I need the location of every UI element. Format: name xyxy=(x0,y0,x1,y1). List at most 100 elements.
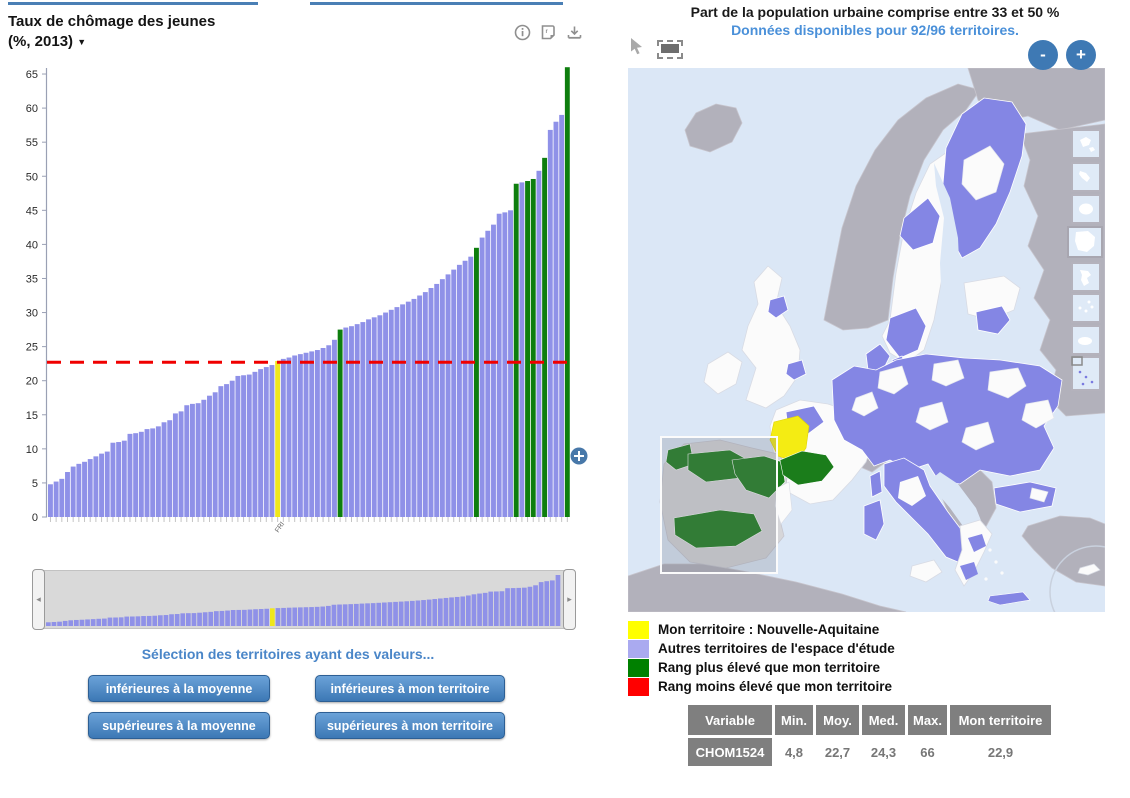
chart-bar[interactable] xyxy=(456,264,462,517)
chart-bar[interactable] xyxy=(417,295,423,517)
chart-bar[interactable] xyxy=(207,395,212,517)
chart-bar[interactable] xyxy=(110,442,116,517)
map-zoom-out-button[interactable]: - xyxy=(1028,40,1058,70)
chart-bar-higher-rank[interactable] xyxy=(474,247,479,517)
chart-bar[interactable] xyxy=(547,129,553,517)
chart-bar[interactable] xyxy=(195,403,201,517)
map-selection-box[interactable] xyxy=(660,436,778,574)
mini-bar[interactable] xyxy=(522,587,527,626)
mini-bar[interactable] xyxy=(404,601,410,626)
mini-bar[interactable] xyxy=(258,609,264,626)
mini-bar[interactable] xyxy=(393,601,398,626)
map-zoom-in-button[interactable]: + xyxy=(1066,40,1096,70)
info-icon[interactable] xyxy=(514,24,531,41)
mini-bar[interactable] xyxy=(197,612,202,626)
mini-bar[interactable] xyxy=(141,616,146,626)
chart-bar[interactable] xyxy=(269,365,275,517)
mini-bar[interactable] xyxy=(348,604,354,626)
mini-bar[interactable] xyxy=(527,586,533,626)
chart-bar[interactable] xyxy=(468,256,474,517)
expand-plus-icon[interactable] xyxy=(570,447,588,465)
button-above-average[interactable]: supérieures à la moyenne xyxy=(88,712,270,739)
mini-bar[interactable] xyxy=(90,619,96,626)
slider-handle-left[interactable]: ◂ xyxy=(32,569,45,630)
chart-bar[interactable] xyxy=(116,442,122,517)
mini-bar[interactable] xyxy=(421,600,426,626)
chart-bar[interactable] xyxy=(246,374,252,517)
chart-bar[interactable] xyxy=(155,426,161,517)
chart-bar[interactable] xyxy=(161,422,167,517)
chart-bar[interactable] xyxy=(292,355,298,517)
mini-bar[interactable] xyxy=(454,596,460,626)
mini-bar[interactable] xyxy=(410,600,415,626)
chart-bar[interactable] xyxy=(394,307,400,517)
mini-bar[interactable] xyxy=(102,618,107,626)
chart-bar[interactable] xyxy=(451,269,457,517)
chart-bar[interactable] xyxy=(411,298,417,517)
mini-bar[interactable] xyxy=(499,591,505,626)
chart-bar[interactable] xyxy=(280,358,286,517)
mini-bar[interactable] xyxy=(398,601,404,626)
chart-bar[interactable] xyxy=(496,213,502,518)
chart-bar-higher-rank[interactable] xyxy=(525,181,531,517)
mini-bar[interactable] xyxy=(438,598,443,626)
chart-bar[interactable] xyxy=(286,357,292,517)
chart-bar[interactable] xyxy=(87,459,93,517)
button-above-my-territory[interactable]: supérieures à mon territoire xyxy=(315,712,505,739)
mini-bar[interactable] xyxy=(415,600,421,627)
mini-bar[interactable] xyxy=(471,594,477,626)
chart-title[interactable]: Taux de chômage des jeunes (%, 2013) ▼ xyxy=(8,12,215,53)
chart-bar[interactable] xyxy=(258,369,264,517)
mini-bar[interactable] xyxy=(286,607,292,626)
mini-bar[interactable] xyxy=(180,613,186,626)
chart-bar[interactable] xyxy=(184,405,190,517)
chart-bar[interactable] xyxy=(190,403,195,517)
mini-bar[interactable] xyxy=(85,619,90,626)
mini-bar[interactable] xyxy=(236,609,242,626)
mini-bar[interactable] xyxy=(107,617,113,626)
chart-bar[interactable] xyxy=(462,260,468,517)
mini-bar[interactable] xyxy=(309,607,314,626)
button-below-my-territory[interactable]: inférieures à mon territoire xyxy=(315,675,505,702)
chart-bar[interactable] xyxy=(252,371,258,517)
data-sheet-icon[interactable]: r xyxy=(540,24,557,41)
chart-bar[interactable] xyxy=(65,472,70,517)
mini-bar[interactable] xyxy=(219,610,225,626)
chart-bar[interactable] xyxy=(138,431,144,517)
chart-bar[interactable] xyxy=(59,478,65,517)
mini-bar[interactable] xyxy=(482,592,488,626)
mini-bar[interactable] xyxy=(303,607,309,626)
mini-bar[interactable] xyxy=(169,614,174,626)
mini-bar[interactable] xyxy=(46,622,51,626)
chart-bar[interactable] xyxy=(354,324,360,517)
chart-bar[interactable] xyxy=(445,274,451,517)
chart-bar-my-territory[interactable] xyxy=(275,360,281,517)
mini-bar[interactable] xyxy=(118,617,124,626)
mini-bar[interactable] xyxy=(74,619,79,626)
mini-bar[interactable] xyxy=(449,597,454,626)
chart-bar[interactable] xyxy=(360,322,366,517)
chart-bar[interactable] xyxy=(400,304,406,517)
chart-bar[interactable] xyxy=(224,384,229,517)
chart-bar[interactable] xyxy=(48,484,53,517)
unemployment-bar-chart[interactable]: 0 5 10 15 20 25 30 35 40 45 50 55 60 65 FRI xyxy=(0,64,600,546)
mini-bar[interactable] xyxy=(342,604,348,626)
mini-bar[interactable] xyxy=(337,604,342,626)
chart-bar[interactable] xyxy=(366,319,371,517)
chart-bar-higher-rank[interactable] xyxy=(530,178,536,517)
mini-bar[interactable] xyxy=(51,621,57,626)
chart-bar[interactable] xyxy=(314,350,320,517)
chart-bar[interactable] xyxy=(553,121,559,518)
mini-bar[interactable] xyxy=(505,588,510,626)
mini-bar[interactable] xyxy=(533,585,538,626)
chart-bar[interactable] xyxy=(320,347,326,517)
mini-bar[interactable] xyxy=(275,608,281,626)
mini-bar[interactable] xyxy=(130,616,135,627)
chart-bar[interactable] xyxy=(70,466,76,517)
chart-bar[interactable] xyxy=(121,440,127,517)
chart-bar[interactable] xyxy=(263,367,269,517)
mini-bar[interactable] xyxy=(186,613,191,626)
mini-bar[interactable] xyxy=(555,575,561,626)
mini-bar[interactable] xyxy=(460,596,466,626)
iberia-group[interactable] xyxy=(659,439,793,569)
